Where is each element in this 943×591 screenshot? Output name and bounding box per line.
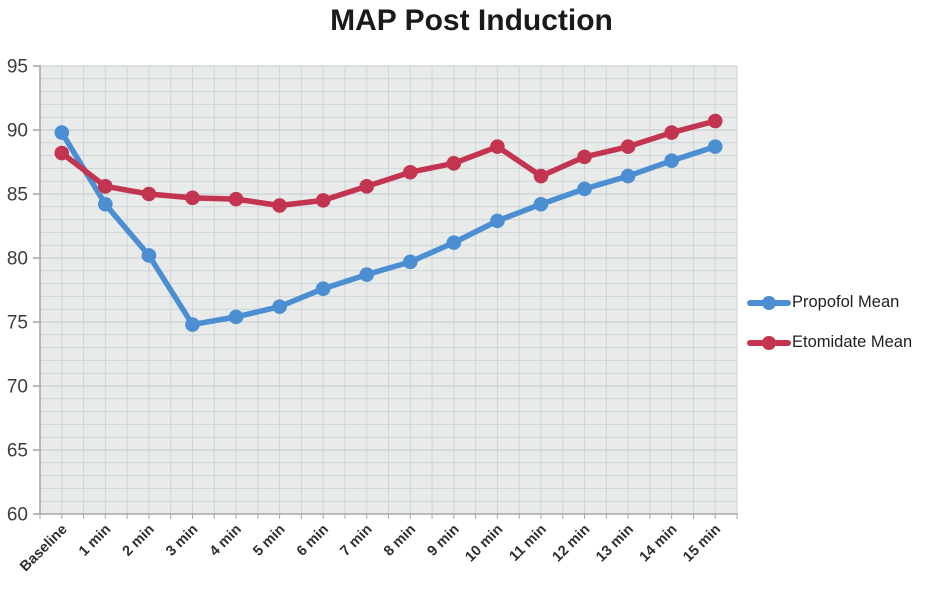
etomidate-data-marker	[315, 193, 331, 208]
x-tick-label: 1 min	[76, 522, 114, 560]
x-tick-label: 8 min	[381, 522, 419, 560]
etomidate-data-marker	[141, 186, 157, 202]
y-tick-label: 90	[7, 121, 28, 142]
etomidate-data-marker	[228, 191, 244, 207]
propofol-data-marker	[228, 309, 244, 325]
propofol-marker-icon	[762, 295, 776, 310]
propofol-series-swatch-icon	[747, 295, 791, 310]
x-tick-label: 12 min	[550, 522, 594, 566]
etomidate-data-marker	[664, 125, 679, 140]
etomidate-series-line	[59, 118, 718, 209]
propofol-data-marker	[141, 248, 157, 263]
propofol-data-marker	[533, 196, 549, 212]
x-tick-label: 13 min	[593, 522, 637, 566]
propofol-data-marker	[185, 317, 200, 332]
propofol-data-marker	[359, 267, 375, 282]
propofol-data-marker	[272, 299, 287, 314]
x-tick-label: 10 min	[462, 522, 506, 566]
legend-item-propofol: Propofol Mean	[747, 293, 912, 312]
y-tick-label: 65	[7, 441, 28, 462]
y-tick-label: 60	[7, 505, 28, 526]
propofol-data-marker	[446, 235, 462, 250]
x-tick-label: 15 min	[680, 522, 724, 566]
etomidate-data-marker	[402, 164, 418, 180]
propofol-data-marker	[490, 213, 505, 229]
propofol-data-marker	[402, 254, 418, 270]
propofol-data-marker	[98, 196, 113, 212]
propofol-series-line	[59, 129, 718, 328]
propofol-data-marker	[315, 281, 331, 297]
x-tick-label: 6 min	[294, 522, 332, 560]
etomidate-data-marker	[359, 179, 375, 194]
etomidate-data-marker	[272, 198, 287, 213]
etomidate-data-marker	[490, 139, 505, 154]
etomidate-data-marker	[185, 190, 200, 206]
etomidate-data-marker	[620, 139, 636, 154]
y-tick-label: 75	[7, 313, 28, 334]
etomidate-data-marker	[446, 155, 462, 171]
x-tick-label: 5 min	[250, 522, 288, 560]
propofol-data-marker	[707, 139, 723, 154]
x-tick-label: Baseline	[17, 522, 70, 575]
etomidate-series-swatch-icon	[747, 335, 791, 350]
chart-title: MAP Post Induction	[330, 4, 613, 37]
x-tick-label: 14 min	[637, 522, 681, 566]
etomidate-data-marker	[98, 179, 113, 194]
y-tick-label: 95	[7, 57, 28, 78]
x-tick-label: 4 min	[207, 522, 245, 560]
legend-item-etomidate: Etomidate Mean	[747, 333, 912, 352]
y-tick-label: 80	[7, 249, 28, 270]
propofol-data-marker	[620, 168, 636, 184]
legend-label-propofol: Propofol Mean	[792, 293, 900, 311]
x-tick-label: 9 min	[425, 522, 463, 560]
y-tick-label: 70	[7, 377, 28, 398]
etomidate-data-marker	[707, 113, 723, 129]
legend-label-etomidate: Etomidate Mean	[792, 333, 913, 351]
x-tick-label: 7 min	[337, 522, 375, 560]
etomidate-data-marker	[533, 168, 549, 184]
chart-legend: Propofol Mean Etomidate Mean	[747, 293, 912, 352]
y-tick-label: 85	[7, 185, 28, 206]
propofol-data-marker	[577, 181, 592, 197]
propofol-data-marker	[54, 125, 70, 140]
x-tick-label: 11 min	[507, 522, 550, 565]
etomidate-data-marker	[577, 149, 592, 165]
propofol-data-marker	[664, 153, 679, 169]
x-tick-label: 3 min	[163, 522, 201, 560]
x-tick-label: 2 min	[120, 522, 158, 560]
etomidate-data-marker	[54, 145, 70, 161]
etomidate-marker-icon	[762, 335, 776, 350]
